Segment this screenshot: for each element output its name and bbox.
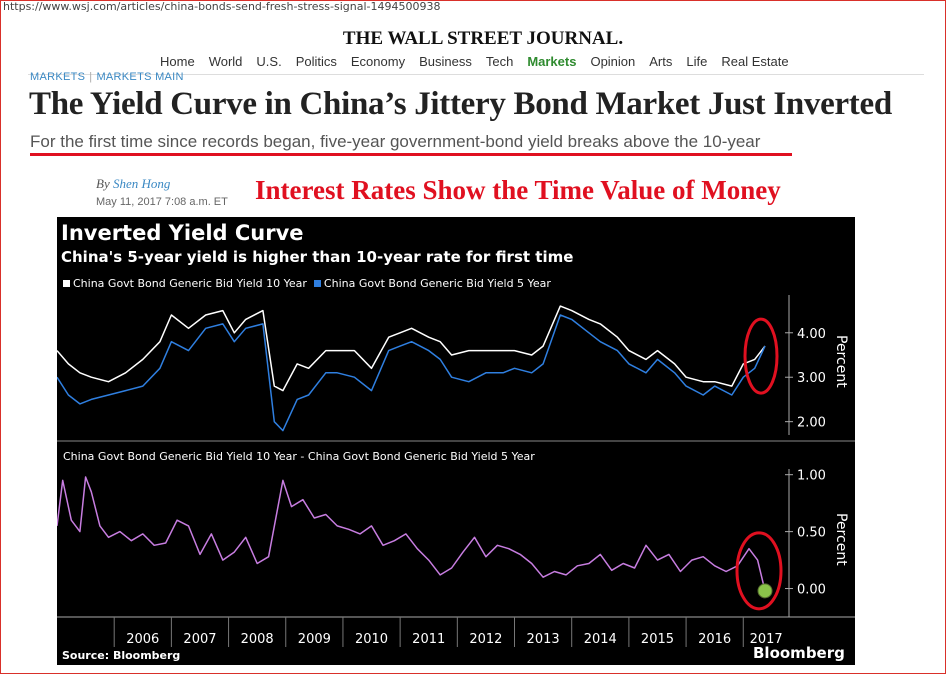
legend-label-spread: China Govt Bond Generic Bid Yield 10 Yea… — [63, 450, 535, 463]
inversion-marker — [757, 583, 773, 599]
red-circle-annotation-bottom — [735, 531, 783, 611]
x-tick-label-2012: 2012 — [469, 632, 502, 647]
breadcrumb-markets[interactable]: MARKETS — [30, 71, 86, 83]
nav-item-arts[interactable]: Arts — [649, 54, 673, 69]
nav-divider — [28, 74, 924, 75]
legend-label-5y: China Govt Bond Generic Bid Yield 5 Year — [323, 277, 551, 290]
x-tick-label-2016: 2016 — [698, 632, 731, 647]
overlay-caption: Interest Rates Show the Time Value of Mo… — [255, 175, 781, 205]
byline-prefix: By — [96, 176, 110, 191]
chart-source: Source: Bloomberg — [62, 649, 181, 662]
publish-date: May 11, 2017 7:08 a.m. ET — [96, 196, 228, 208]
article-headline: The Yield Curve in China’s Jittery Bond … — [29, 86, 892, 122]
x-tick-label-2006: 2006 — [126, 632, 159, 647]
nav-item-world[interactable]: World — [208, 54, 243, 69]
x-tick-label-2013: 2013 — [527, 632, 560, 647]
red-circle-annotation-top — [743, 317, 779, 395]
article-dek: For the first time since records began, … — [30, 132, 761, 151]
legend-swatch-5y — [313, 280, 321, 287]
masthead-logo[interactable]: THE WALL STREET JOURNAL. — [342, 28, 624, 49]
y-axis-label: Percent — [833, 335, 849, 388]
red-underline-annotation — [30, 153, 792, 156]
legend-bottom: China Govt Bond Generic Bid Yield 10 Yea… — [63, 450, 535, 463]
chart-plot-area: 2.00 3.00 4.00 Percent 0.00 0.50 1.00 Percent 20… — [57, 295, 855, 647]
x-tick-label-2014: 2014 — [584, 632, 617, 647]
x-tick-label-2007: 2007 — [183, 632, 216, 647]
nav-item-life[interactable]: Life — [686, 54, 708, 69]
x-tick-label-2009: 2009 — [298, 632, 331, 647]
nav-item-markets[interactable]: Markets — [527, 54, 577, 69]
series-line-5y — [57, 314, 766, 432]
y-tick-label: 1.00 — [797, 469, 826, 484]
breadcrumb-markets-main[interactable]: MARKETS MAIN — [96, 71, 184, 83]
x-tick-label-2015: 2015 — [641, 632, 674, 647]
series-line-spread — [57, 476, 766, 591]
main-nav: Home World U.S. Politics Economy Business Tech… — [160, 54, 803, 69]
masthead[interactable]: THE WALL STREET JOURNAL. — [0, 28, 946, 50]
bloomberg-logo: Bloomberg — [753, 644, 845, 662]
byline: By Shen Hong — [96, 176, 170, 192]
chart-title: Inverted Yield Curve — [61, 221, 304, 245]
yield-curve-chart: Inverted Yield Curve China's 5-year yiel… — [57, 217, 855, 665]
breadcrumb: MARKETS | MARKETS MAIN — [30, 71, 184, 83]
nav-item-real-estate[interactable]: Real Estate — [721, 54, 789, 69]
x-tick-label-2010: 2010 — [355, 632, 388, 647]
address-bar-url[interactable]: https://www.wsj.com/articles/china-bonds… — [3, 0, 441, 13]
legend-label-10y: China Govt Bond Generic Bid Yield 10 Yea… — [73, 277, 307, 290]
y-tick-label: 3.00 — [797, 371, 826, 386]
x-tick-label-2008: 2008 — [241, 632, 274, 647]
nav-item-politics[interactable]: Politics — [295, 54, 337, 69]
nav-item-home[interactable]: Home — [160, 54, 195, 69]
x-tick-label-2017: 2017 — [750, 632, 783, 647]
y-tick-label: 0.50 — [797, 526, 826, 541]
nav-item-opinion[interactable]: Opinion — [590, 54, 636, 69]
y-tick-label: 0.00 — [797, 583, 826, 598]
chart-subtitle: China's 5-year yield is higher than 10-y… — [61, 248, 574, 266]
y-tick-label: 4.00 — [797, 327, 826, 342]
y-tick-label: 2.00 — [797, 416, 826, 431]
nav-item-business[interactable]: Business — [419, 54, 472, 69]
legend-top: China Govt Bond Generic Bid Yield 10 Yea… — [63, 277, 551, 290]
breadcrumb-separator: | — [89, 71, 93, 83]
nav-item-economy[interactable]: Economy — [350, 54, 406, 69]
series-line-10y — [57, 305, 766, 392]
author-link[interactable]: Shen Hong — [112, 176, 171, 191]
nav-item-u-s[interactable]: U.S. — [256, 54, 282, 69]
nav-item-tech[interactable]: Tech — [485, 54, 514, 69]
y-axis-label: Percent — [833, 513, 849, 566]
legend-swatch-10y — [63, 280, 70, 287]
x-tick-label-2011: 2011 — [412, 632, 445, 647]
